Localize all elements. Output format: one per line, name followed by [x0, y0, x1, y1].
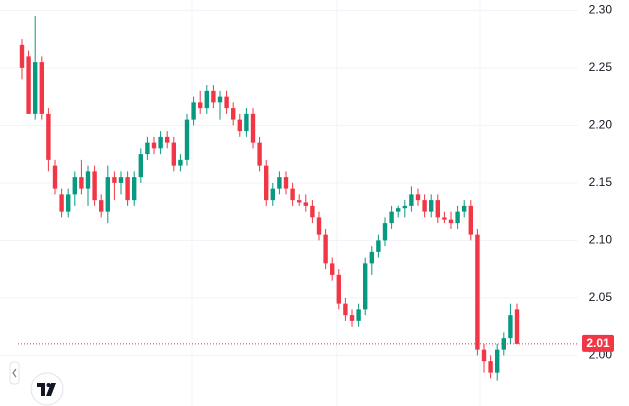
candle-body — [270, 188, 275, 201]
candle-body — [290, 188, 295, 201]
candle-body — [191, 102, 196, 120]
candle-body — [508, 315, 513, 339]
collapse-icon — [12, 368, 17, 378]
candle-body — [250, 113, 256, 143]
candle-body — [257, 142, 262, 166]
candle-body — [66, 194, 71, 212]
candle-body — [310, 205, 315, 218]
candle-body — [409, 194, 414, 206]
candle-body — [376, 240, 381, 252]
candle-body — [204, 90, 209, 109]
candle-body — [165, 136, 170, 143]
y-tick-label: 2.30 — [589, 3, 613, 17]
candle-body — [244, 113, 249, 132]
candle-body — [145, 142, 150, 155]
candle-body — [138, 154, 143, 178]
tradingview-logo[interactable] — [30, 372, 64, 406]
candle-body — [211, 90, 216, 103]
candle-body — [283, 177, 289, 189]
candle-body — [481, 349, 487, 362]
candle-body — [429, 200, 434, 212]
candle-body — [72, 177, 77, 195]
candle-body — [349, 315, 355, 321]
candle-body — [369, 251, 374, 264]
y-tick-label: 2.20 — [589, 118, 613, 132]
candle-body — [178, 159, 183, 166]
y-tick-label: 2.25 — [589, 60, 613, 74]
candle-body — [442, 217, 447, 220]
y-tick-label: 2.10 — [589, 233, 613, 247]
candle-body — [99, 200, 104, 212]
candle-body — [217, 96, 223, 103]
candle-body — [125, 177, 130, 201]
candle-body — [514, 309, 520, 344]
candle-body — [231, 108, 236, 120]
candle-body — [382, 223, 388, 241]
candle-body — [277, 177, 282, 189]
candle-body — [462, 205, 467, 212]
candle-body — [26, 56, 31, 114]
candle-body — [468, 205, 473, 235]
candle-body — [79, 177, 84, 189]
candle-body — [389, 211, 394, 224]
candle-body — [415, 194, 421, 201]
collapse-button[interactable] — [9, 361, 20, 385]
candle-body — [46, 113, 51, 160]
candle-body — [198, 102, 203, 109]
candle-body — [237, 119, 242, 132]
candle-body — [52, 165, 58, 189]
candle-body — [330, 263, 335, 275]
candle-body — [151, 142, 157, 149]
candle-body — [316, 217, 322, 235]
candle-body — [19, 44, 25, 68]
candle-body — [435, 200, 440, 218]
candle-body — [402, 205, 407, 209]
candle-body — [39, 62, 44, 114]
candle-body — [112, 177, 117, 183]
candle-body — [85, 171, 91, 189]
candle-body — [475, 234, 480, 350]
candle-body — [343, 303, 348, 316]
candle-body — [224, 96, 229, 109]
last-price-label: 2.01 — [586, 336, 610, 350]
y-tick-label: 2.15 — [589, 175, 613, 189]
candle-body — [303, 202, 308, 206]
candle-body — [118, 177, 124, 183]
candle-body — [132, 177, 137, 201]
candle-body — [422, 200, 427, 212]
candle-body — [323, 234, 328, 264]
candle-body — [363, 263, 368, 310]
last-price-box — [582, 334, 614, 352]
candle-body — [488, 361, 493, 373]
candle-body — [356, 309, 361, 321]
candle-body — [264, 165, 269, 201]
candle-body — [105, 177, 110, 212]
candle-body — [495, 349, 500, 373]
candle-body — [33, 62, 38, 114]
candle-body — [92, 171, 97, 201]
candle-body — [336, 274, 341, 304]
candle-body — [448, 219, 454, 224]
candle-body — [171, 142, 176, 166]
candle-body — [59, 194, 64, 212]
candle-body — [184, 119, 190, 160]
candle-body — [455, 211, 460, 224]
candle-body — [158, 136, 163, 149]
candle-body — [297, 200, 302, 203]
candle-body — [501, 338, 506, 350]
y-tick-label: 2.05 — [589, 290, 613, 304]
candle-body — [396, 208, 401, 212]
